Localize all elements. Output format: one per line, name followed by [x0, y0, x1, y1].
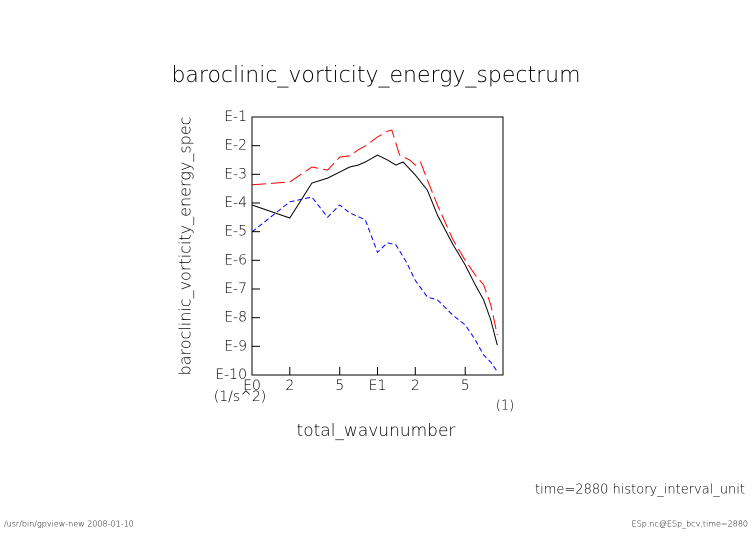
y-tick-label: E-7 — [224, 281, 247, 297]
y-axis-label: baroclinic_vorticity_energy_spec — [176, 117, 195, 376]
series-line — [251, 129, 498, 336]
annotation: time=2880 history_interval_unit — [535, 483, 745, 498]
x-tick-label: E0 — [243, 378, 261, 394]
y-tick-label: E-5 — [224, 224, 247, 240]
plot-frame — [251, 116, 504, 376]
y-tick-label: E-10 — [215, 367, 247, 383]
chart-title: baroclinic_vorticity_energy_spectrum — [171, 63, 580, 88]
series-line — [251, 154, 498, 346]
x-tick-label: E1 — [369, 378, 387, 394]
y-tick-label: E-4 — [224, 195, 247, 211]
x-tick-label: 2 — [411, 378, 420, 394]
y-tick-label: E-3 — [224, 166, 247, 182]
series-line — [251, 196, 498, 372]
y-tick-label: E-1 — [224, 109, 247, 125]
footer-right: ESp.nc@ESp_bcv,time=2880 — [632, 520, 748, 529]
x-axis-unit: (1) — [496, 399, 514, 414]
y-tick-label: E-8 — [224, 310, 247, 326]
y-axis-unit: (1/s^2) — [214, 389, 266, 405]
y-tick-label: E-6 — [224, 252, 247, 268]
y-tick-label: E-9 — [224, 338, 247, 354]
footer-left: /usr/bin/gpview-new 2008-01-10 — [4, 520, 134, 529]
x-axis-label: total_wavunumber — [297, 421, 456, 441]
x-tick-label: 5 — [461, 378, 470, 394]
y-tick-label: E-2 — [224, 138, 247, 154]
x-tick-label: 5 — [335, 378, 344, 394]
x-tick-label: 2 — [285, 378, 294, 394]
